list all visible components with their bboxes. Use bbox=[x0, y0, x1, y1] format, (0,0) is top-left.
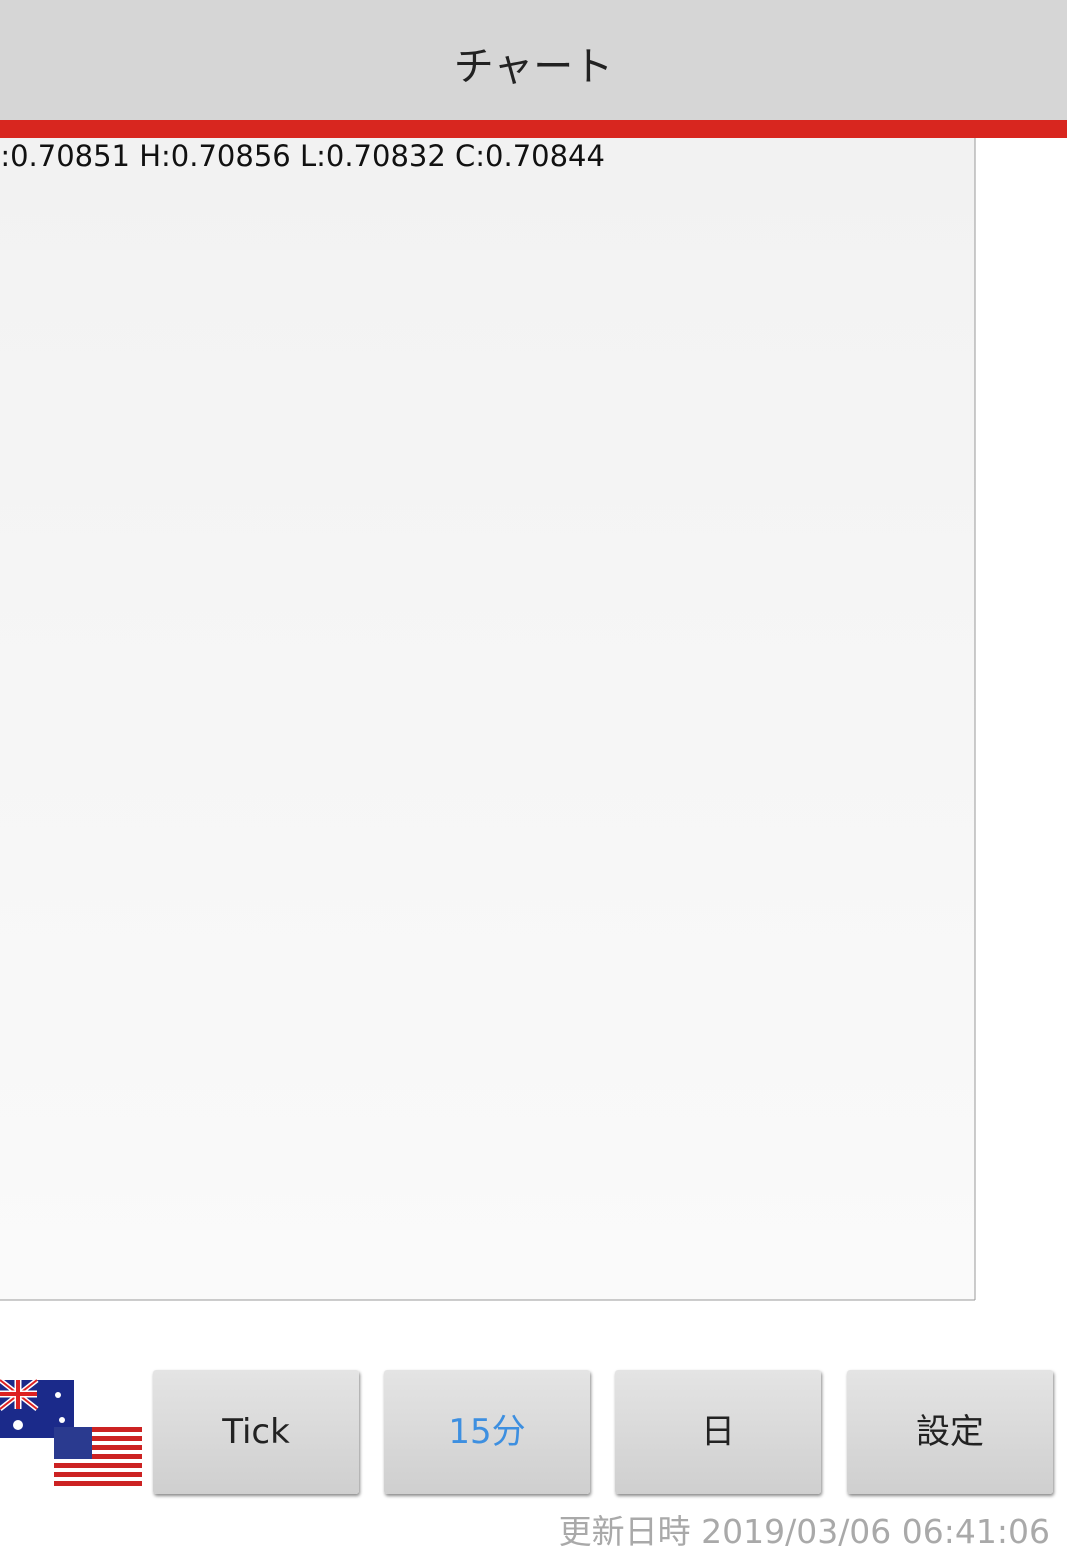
title: チャート bbox=[453, 44, 614, 90]
tick-button[interactable]: Tick bbox=[153, 1370, 359, 1494]
settings-button[interactable]: 設定 bbox=[847, 1370, 1053, 1494]
day-button[interactable]: 日 bbox=[615, 1370, 821, 1494]
plot-area bbox=[0, 138, 975, 1300]
title-bar: チャート bbox=[0, 0, 1067, 120]
accent-bar bbox=[0, 120, 1067, 138]
currency-flags bbox=[0, 1378, 142, 1487]
chart: O:0.70851 H:0.70856 L:0.70832 C:0.70844 bbox=[0, 138, 976, 1301]
15min-button[interactable]: 15分 bbox=[384, 1370, 590, 1494]
update-time: 更新日時 2019/03/06 06:41:06 bbox=[558, 1512, 1050, 1551]
ohlc-info: O:0.70851 H:0.70856 L:0.70832 C:0.70844 bbox=[0, 139, 605, 173]
